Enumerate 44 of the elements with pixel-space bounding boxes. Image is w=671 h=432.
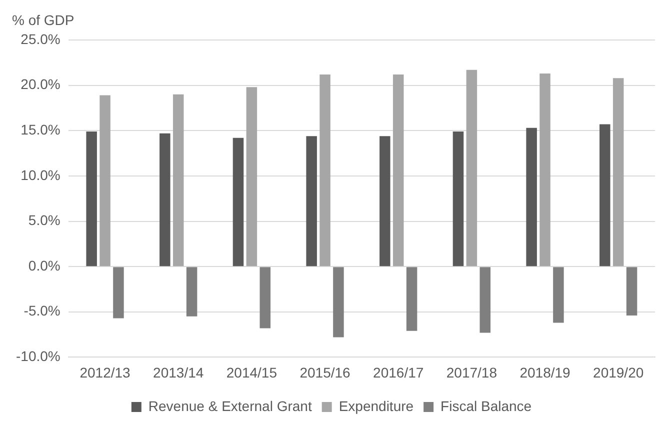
x-tick-label: 2012/13 [80,364,131,380]
y-tick-label: -5.0% [24,302,60,319]
bar [466,70,478,266]
bar [480,267,490,333]
y-tick-label: 5.0% [28,212,60,228]
x-tick-label: 2019/20 [593,364,644,380]
x-tick-label: 2014/15 [226,364,278,380]
bar [100,95,110,266]
x-tick-label: 2017/18 [446,364,498,380]
y-tick-label: 20.0% [20,76,60,92]
x-tick-label: 2013/14 [153,364,204,380]
bar [186,267,198,316]
bar [380,136,390,266]
bar [333,267,344,338]
bar [526,128,537,266]
bar [452,132,464,266]
bar [86,132,97,266]
bar [406,267,418,331]
bar [612,78,624,266]
bar [113,267,124,318]
legend-label: Expenditure [338,398,414,414]
bar [246,87,258,266]
x-tick-label: 2018/19 [520,364,571,380]
y-tick-label: 25.0% [20,30,60,47]
y-tick-label: 10.0% [20,166,60,183]
y-tick-label: 0.0% [28,257,60,274]
bar [600,124,610,266]
bar [392,74,404,266]
legend-label: Revenue & External Grant [148,398,312,414]
bar [160,133,170,266]
bar [540,74,550,266]
bar [626,267,638,316]
y-tick-label: -10.0% [16,348,60,364]
x-tick-label: 2016/17 [373,364,424,380]
bar [172,94,184,266]
legend-label: Fiscal Balance [440,398,532,414]
bar [553,267,564,323]
bar [320,74,330,266]
bar [232,138,244,266]
y-tick-label: 15.0% [20,121,60,138]
bar [306,136,317,266]
x-tick-label: 2015/16 [300,364,351,380]
bar [260,267,271,328]
y-axis-title: % of GDP [12,12,74,28]
